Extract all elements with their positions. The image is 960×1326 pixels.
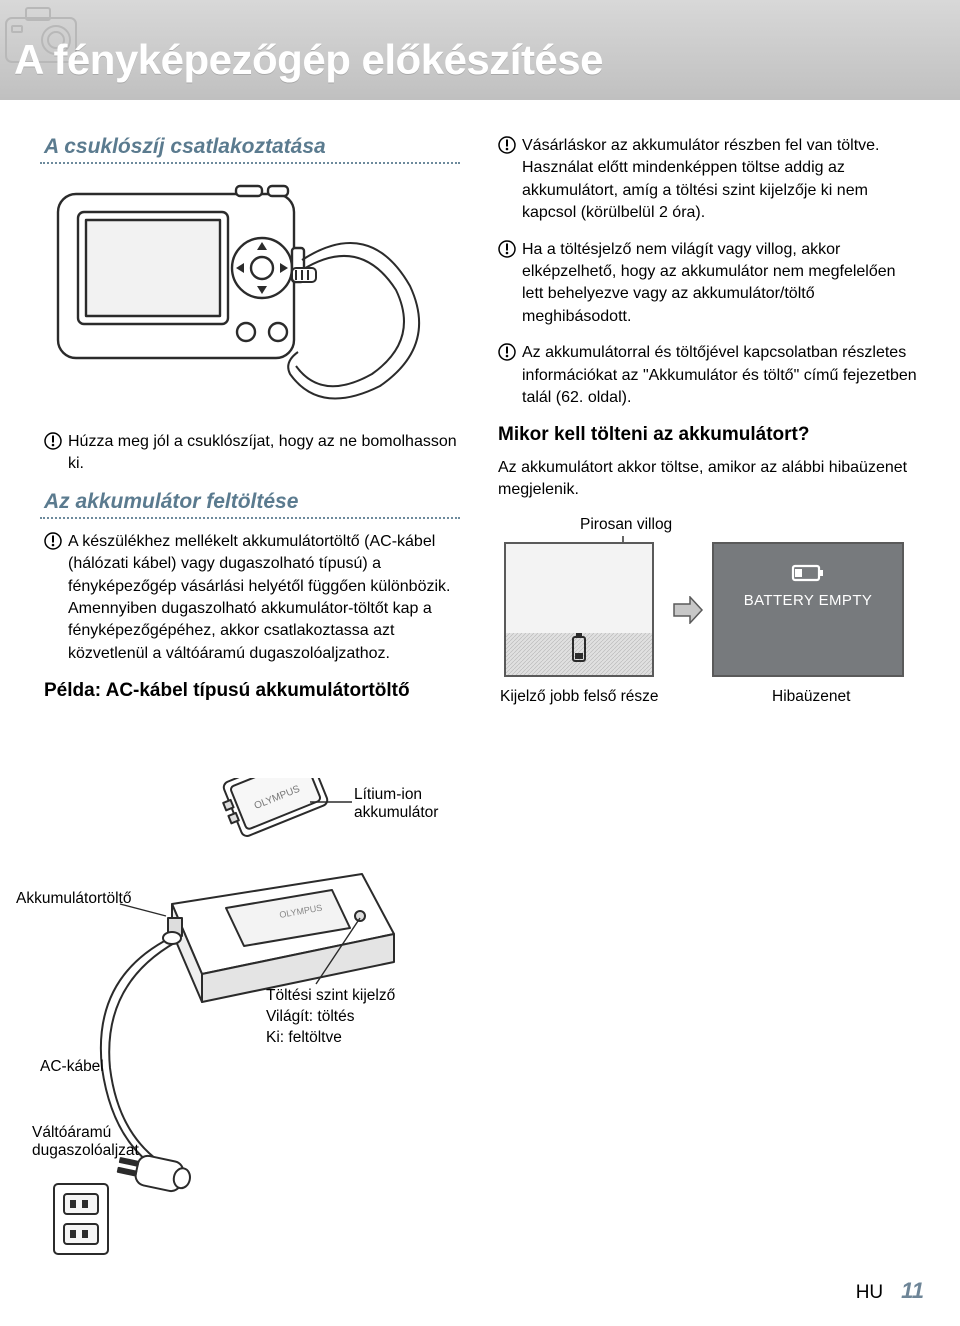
arrow-right-icon <box>672 596 704 624</box>
charger-diagram: OLYMPUS OLYMPUS <box>32 778 532 1298</box>
note-seealso-text: Az akkumulátorral és töltőjével kapcsola… <box>522 342 920 409</box>
footer-lang: HU <box>856 1282 883 1304</box>
note-icon <box>498 136 516 154</box>
content-columns: A csuklószíj csatlakoztatása <box>40 135 920 713</box>
error-message-box: BATTERY EMPTY <box>712 542 904 677</box>
note-indicator: Ha a töltésjelző nem világít vagy villog… <box>494 239 920 329</box>
page-footer: HU 11 <box>856 1278 924 1304</box>
cable-label: AC-kábel <box>40 1058 104 1076</box>
battery-label: Lítium-ion akkumulátor <box>354 786 504 822</box>
display-corner-label: Kijelző jobb felső része <box>500 688 659 706</box>
outlet-label: Váltóáramú dugaszolóaljzat <box>32 1124 152 1160</box>
lcd-corner-box <box>504 542 654 677</box>
left-column: A csuklószíj csatlakoztatása <box>40 135 460 713</box>
battery-icon <box>567 631 591 665</box>
note-icon <box>44 532 62 550</box>
note-seealso: Az akkumulátorral és töltőjével kapcsola… <box>494 342 920 409</box>
battery-empty-text: BATTERY EMPTY <box>714 592 902 609</box>
when-charge-text: Az akkumulátort akkor töltse, amikor az … <box>494 457 920 502</box>
indicator-label: Töltési szint kijelző Világít: töltés Ki… <box>266 986 456 1049</box>
page-title: A fényképezőgép előkészítése <box>0 36 960 84</box>
note-precharge-text: Vásárláskor az akkumulátor részben fel v… <box>522 135 920 225</box>
when-charge-heading: Mikor kell tölteni az akkumulátort? <box>494 423 920 447</box>
right-column: Vásárláskor az akkumulátor részben fel v… <box>494 135 920 713</box>
note-icon <box>498 343 516 361</box>
battery-error-diagram: Pirosan villog BATTERY EMPT <box>494 512 920 712</box>
note-strap-text: Húzza meg jól a csuklószíjat, hogy az ne… <box>68 431 460 476</box>
note-strap: Húzza meg jól a csuklószíjat, hogy az ne… <box>40 431 460 476</box>
section-strap-title: A csuklószíj csatlakoztatása <box>40 135 460 164</box>
note-indicator-text: Ha a töltésjelző nem világít vagy villog… <box>522 239 920 329</box>
note-charger-type: A készülékhez mellékelt akkumulátortöltő… <box>40 531 460 665</box>
charger-label: Akkumulátortöltő <box>16 890 131 908</box>
section-charge-title: Az akkumulátor feltöltése <box>40 490 460 519</box>
note-icon <box>498 240 516 258</box>
example-heading: Példa: AC-kábel típusú akkumulátortöltő <box>40 679 460 703</box>
note-charger-text: A készülékhez mellékelt akkumulátortöltő… <box>68 531 460 665</box>
footer-page-number: 11 <box>901 1278 924 1304</box>
camera-strap-illustration <box>40 176 440 416</box>
battery-empty-icon <box>791 562 825 584</box>
error-label: Hibaüzenet <box>772 688 850 706</box>
note-icon <box>44 432 62 450</box>
note-precharge: Vásárláskor az akkumulátor részben fel v… <box>494 135 920 225</box>
red-blink-label: Pirosan villog <box>580 516 672 534</box>
